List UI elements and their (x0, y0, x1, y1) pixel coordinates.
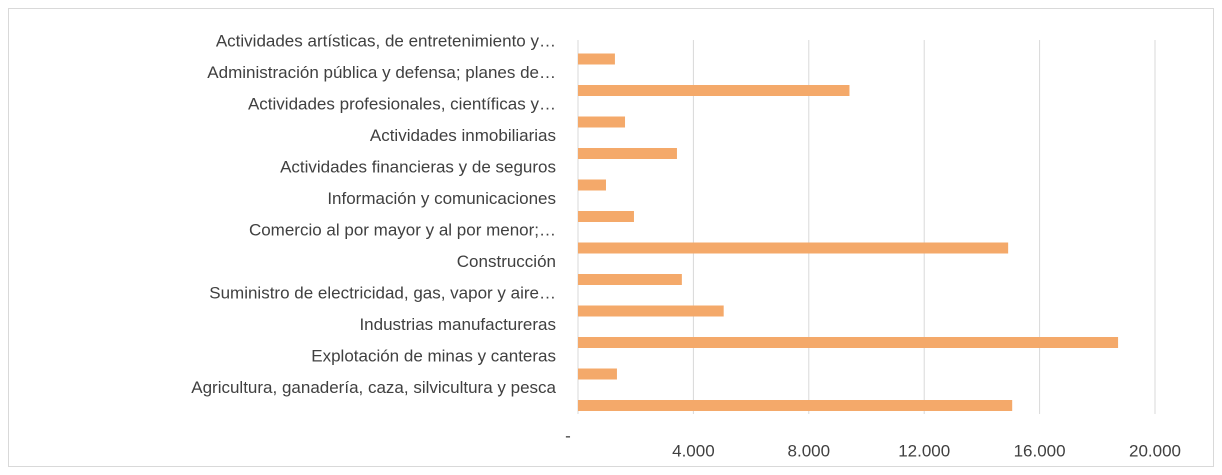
y-tick-label: Comercio al por mayor y al por menor;… (249, 220, 556, 239)
x-tick-label: - (565, 426, 571, 445)
y-tick-label: Construcción (457, 252, 556, 271)
bar (578, 337, 1119, 348)
y-tick-label: Actividades profesionales, científicas y… (248, 94, 556, 113)
bar (578, 242, 1009, 254)
x-tick-label: 8.000 (788, 441, 831, 460)
bar (578, 305, 724, 317)
y-tick-label: Actividades artísticas, de entretenimien… (216, 31, 556, 50)
x-tick-label: 12.000 (898, 441, 950, 460)
y-tick-label: Explotación de minas y canteras (311, 346, 556, 365)
y-tick-label: Actividades financieras y de seguros (280, 157, 556, 176)
bar (578, 53, 615, 65)
bar (578, 179, 606, 191)
chart-border (8, 8, 1214, 467)
y-tick-label: Agricultura, ganadería, caza, silvicultu… (191, 378, 556, 397)
bar (578, 274, 682, 285)
y-tick-label: Información y comunicaciones (327, 189, 556, 208)
y-tick-label: Industrias manufactureras (359, 315, 556, 334)
x-tick-label: 16.000 (1014, 441, 1066, 460)
bar (578, 116, 626, 128)
y-tick-label: Administración pública y defensa; planes… (207, 63, 556, 82)
x-tick-label: 4.000 (672, 441, 715, 460)
y-tick-label: Actividades inmobiliarias (370, 126, 556, 145)
bar (578, 211, 634, 222)
bar (578, 148, 677, 159)
bar (578, 368, 617, 380)
x-tick-label: 20.000 (1129, 441, 1181, 460)
bar (578, 400, 1013, 411)
bar (578, 85, 850, 96)
y-tick-label: Suministro de electricidad, gas, vapor y… (209, 283, 556, 302)
